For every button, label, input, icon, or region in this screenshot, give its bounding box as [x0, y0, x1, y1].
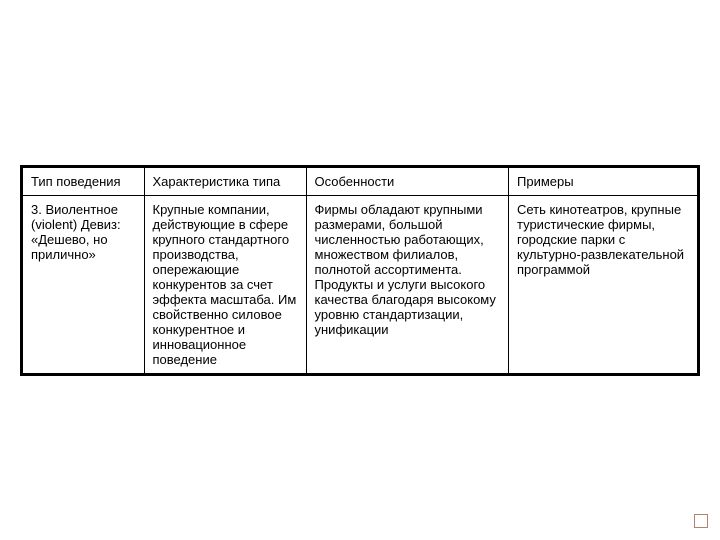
column-header-features: Особенности	[306, 167, 509, 195]
behavior-types-table: Тип поведения Характеристика типа Особен…	[20, 165, 700, 376]
cell-features: Фирмы обладают крупными размерами, больш…	[306, 195, 509, 373]
cell-characteristic: Крупные компании, действующие в сфере кр…	[144, 195, 306, 373]
column-header-examples: Примеры	[509, 167, 698, 195]
data-table: Тип поведения Характеристика типа Особен…	[22, 167, 698, 374]
table-row: 3. Виолентное (violent) Девиз: «Дешево, …	[23, 195, 698, 373]
cell-type: 3. Виолентное (violent) Девиз: «Дешево, …	[23, 195, 145, 373]
decorative-square-icon	[694, 514, 708, 528]
cell-examples: Сеть кинотеатров, крупные туристические …	[509, 195, 698, 373]
column-header-characteristic: Характеристика типа	[144, 167, 306, 195]
table-header-row: Тип поведения Характеристика типа Особен…	[23, 167, 698, 195]
column-header-type: Тип поведения	[23, 167, 145, 195]
